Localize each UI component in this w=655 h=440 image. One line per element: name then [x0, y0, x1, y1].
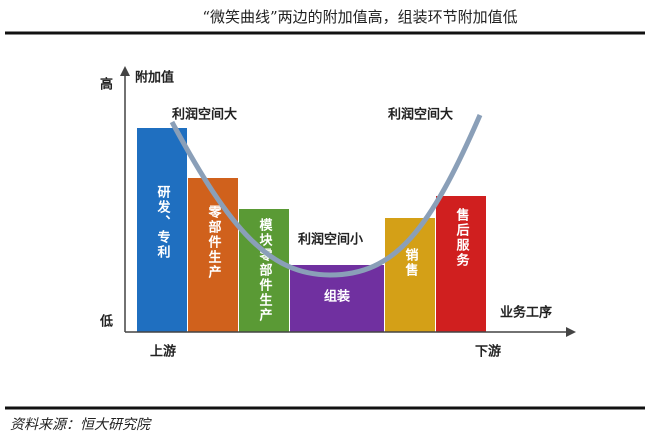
bar	[239, 209, 289, 332]
x-end: 下游	[475, 344, 501, 360]
y-low: 低	[99, 314, 113, 330]
bar-label: 研发、专利	[155, 185, 172, 260]
x-arrow	[566, 327, 576, 337]
curve-label: 利润空间大	[172, 107, 237, 123]
x-axis-label: 业务工序	[500, 305, 552, 321]
bar	[137, 128, 187, 332]
bar-label: 模块零部件生产	[257, 217, 274, 323]
bar	[436, 196, 486, 332]
bars: 研发、专利 零部件生产 模块零部件生产组装 销售 售后服务	[137, 128, 486, 332]
y-arrow	[120, 66, 130, 76]
y-high: 高	[100, 77, 113, 93]
curve-label: 利润空间大	[388, 107, 453, 123]
bar-label: 销售	[403, 247, 419, 278]
y-axis-label: 附加值	[135, 70, 174, 86]
bar-label: 组装	[324, 289, 350, 305]
smile-curve	[169, 114, 483, 278]
curve-label: 利润空间小	[298, 232, 363, 248]
x-start: 上游	[150, 344, 176, 360]
bar-label: 零部件生产	[206, 205, 223, 280]
bar-label: 售后服务	[454, 207, 470, 268]
bar	[188, 178, 238, 332]
source: 资料来源：恒大研究院	[10, 417, 152, 433]
title: “微笑曲线”两边的附加值高，组装环节附加值低	[202, 8, 517, 26]
